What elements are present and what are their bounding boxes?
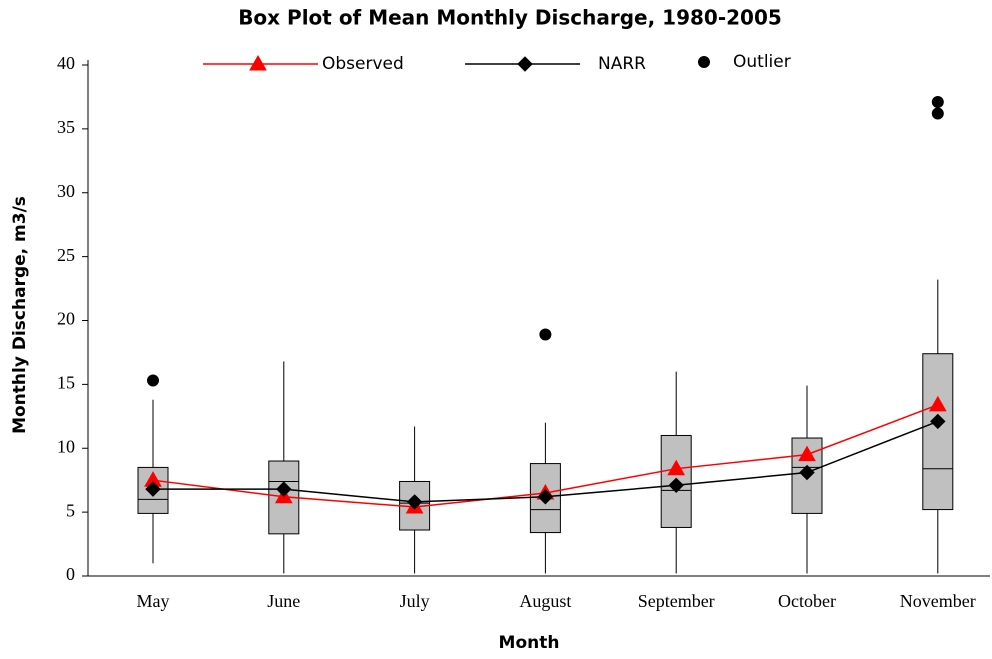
outlier <box>931 107 944 120</box>
x-tick-label: November <box>900 591 976 611</box>
outlier <box>931 96 944 109</box>
series-marker <box>537 489 554 505</box>
box <box>922 353 954 511</box>
legend-label: Outlier <box>733 52 791 72</box>
y-tick-label: 40 <box>57 53 75 73</box>
series-marker <box>276 481 292 497</box>
series-marker <box>928 395 947 412</box>
legend-marker <box>698 56 710 68</box>
series-marker <box>406 494 423 510</box>
series-marker <box>145 481 161 497</box>
legend-marker <box>249 54 267 71</box>
series-marker <box>668 477 684 494</box>
y-tick-label: 20 <box>57 309 75 329</box>
y-tick-label: 35 <box>57 117 75 137</box>
series-marker <box>930 413 946 430</box>
x-tick-label: September <box>638 591 715 611</box>
series-marker <box>799 464 815 481</box>
series-marker <box>798 445 816 462</box>
x-tick-label: June <box>267 591 300 611</box>
y-tick-label: 15 <box>57 373 75 393</box>
legend-marker <box>517 56 533 72</box>
x-axis-label: Month <box>499 633 560 653</box>
y-tick-label: 5 <box>66 500 75 520</box>
x-tick-label: October <box>778 591 836 611</box>
y-tick-label: 30 <box>57 181 75 201</box>
chart-title: Box Plot of Mean Monthly Discharge, 1980… <box>238 6 782 30</box>
x-tick-label: July <box>400 591 430 611</box>
y-tick-label: 0 <box>66 564 75 584</box>
outlier <box>147 374 159 387</box>
y-tick-label: 25 <box>57 245 75 265</box>
legend-label: NARR <box>598 54 646 74</box>
x-tick-label: August <box>519 591 571 611</box>
x-tick-label: May <box>137 591 170 611</box>
y-axis-label: Monthly Discharge, m3/s <box>10 196 30 434</box>
outlier <box>539 328 552 341</box>
legend-label: Observed <box>322 54 404 74</box>
y-tick-label: 10 <box>57 436 75 456</box>
series-marker <box>667 459 686 476</box>
